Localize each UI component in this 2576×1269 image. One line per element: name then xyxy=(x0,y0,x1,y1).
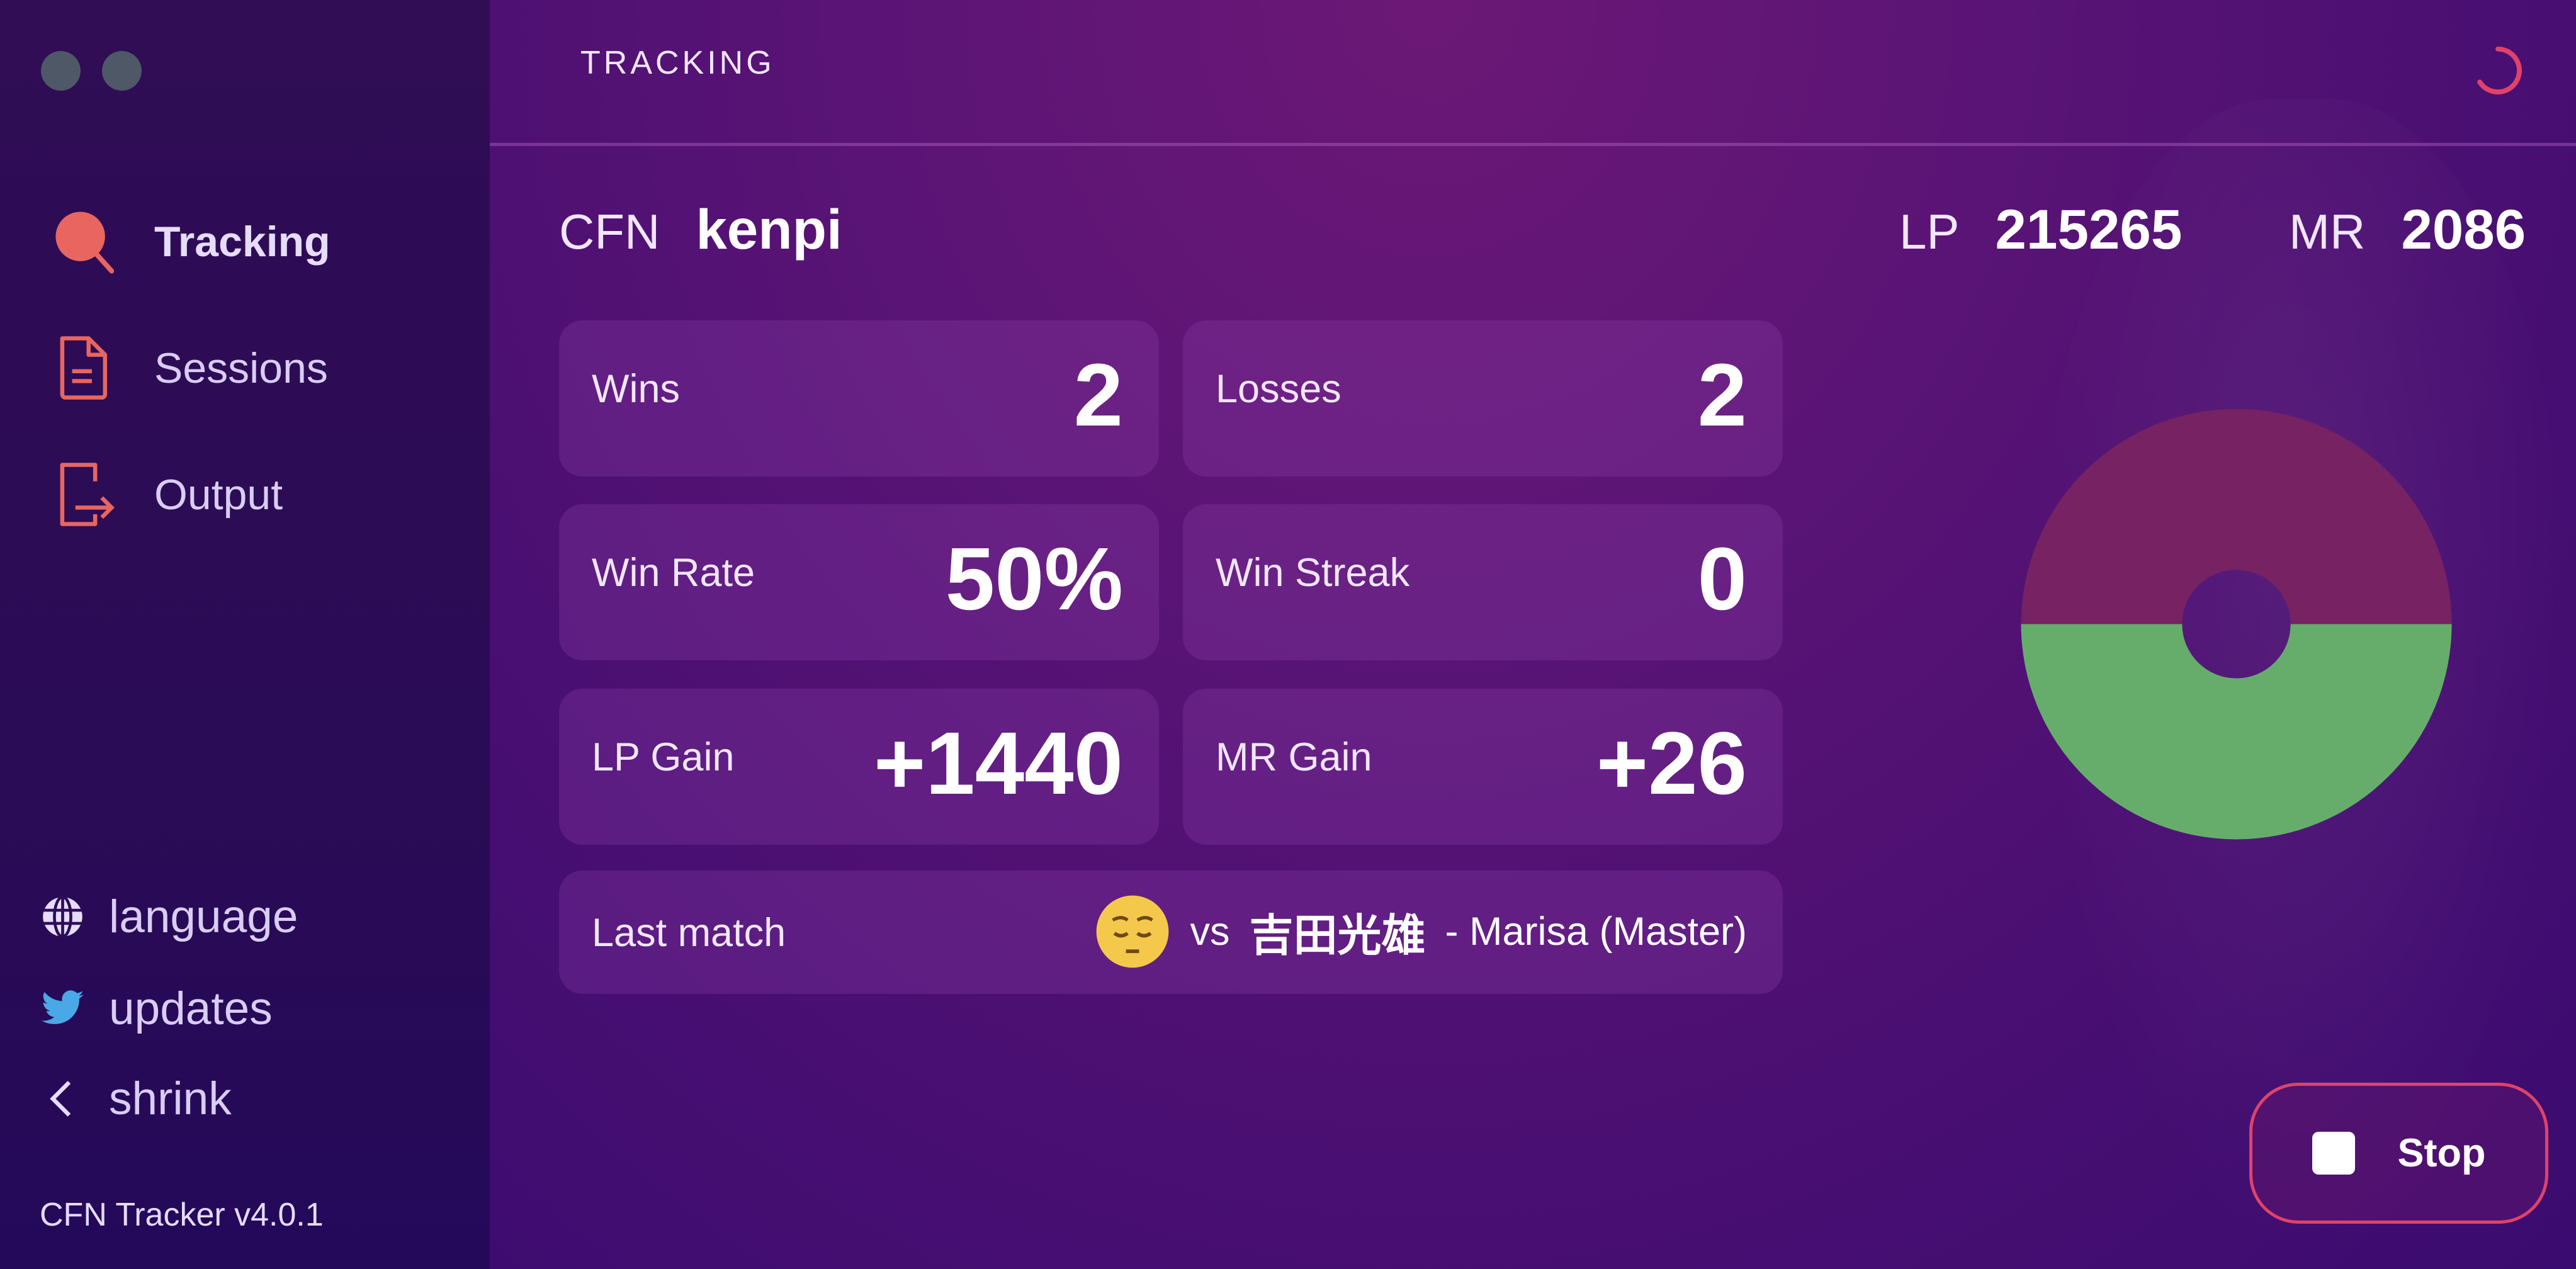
stat-card-win-rate: Win Rate 50% xyxy=(559,504,1159,660)
stat-label: Wins xyxy=(592,367,680,411)
donut-slice-wins xyxy=(2021,624,2452,840)
stop-icon xyxy=(2312,1132,2355,1175)
stat-card-mr-gain: MR Gain +26 xyxy=(1183,689,1783,845)
window-close-dot[interactable] xyxy=(41,51,81,91)
stat-label: Win Streak xyxy=(1216,551,1410,595)
cfn-name: kenpi xyxy=(696,198,842,261)
lp-label: LP xyxy=(1899,204,1960,259)
header-divider xyxy=(490,143,2576,146)
twitter-icon xyxy=(40,986,86,1032)
stat-value: 2 xyxy=(1697,345,1747,444)
opponent-detail: - Marisa (Master) xyxy=(1445,910,1747,954)
donut-slice-losses xyxy=(2021,409,2452,624)
stat-card-losses: Losses 2 xyxy=(1183,320,1783,477)
search-icon xyxy=(49,205,121,278)
last-match-label: Last match xyxy=(592,911,786,955)
stat-card-lp-gain: LP Gain +1440 xyxy=(559,689,1159,845)
sidebar-item-label: Sessions xyxy=(154,344,328,392)
cfn-label: CFN xyxy=(559,204,660,259)
cfn-display: CFN kenpi xyxy=(559,197,842,262)
shrink-button[interactable]: shrink xyxy=(40,1073,232,1125)
sidebar-item-output[interactable]: Output xyxy=(49,458,283,531)
sidebar-item-label: Output xyxy=(154,470,283,519)
document-icon xyxy=(49,332,121,404)
sidebar-item-label: Tracking xyxy=(154,217,330,266)
app-version: CFN Tracker v4.0.1 xyxy=(40,1197,324,1233)
language-link[interactable]: language xyxy=(40,891,298,943)
mr-label: MR xyxy=(2289,204,2366,259)
lp-display: LP 215265 xyxy=(1899,197,2182,262)
shrink-label: shrink xyxy=(109,1073,232,1124)
stat-value: +1440 xyxy=(873,713,1123,813)
stop-button[interactable]: Stop xyxy=(2249,1083,2548,1224)
updates-label: updates xyxy=(109,983,273,1034)
stat-value: +26 xyxy=(1596,713,1747,813)
stat-card-wins: Wins 2 xyxy=(559,320,1159,477)
mr-display: MR 2086 xyxy=(2289,197,2526,262)
page-title: TRACKING xyxy=(580,45,775,81)
sidebar-item-tracking[interactable]: Tracking xyxy=(49,205,330,278)
stat-label: Win Rate xyxy=(592,551,755,595)
stat-label: MR Gain xyxy=(1216,735,1372,779)
stat-value: 50% xyxy=(945,529,1123,628)
chevron-left-icon xyxy=(40,1076,86,1122)
loading-spinner-icon xyxy=(2477,46,2522,95)
stat-value: 2 xyxy=(1073,345,1123,444)
stop-label: Stop xyxy=(2397,1131,2486,1175)
main-panel: TRACKING CFN kenpi LP 215265 MR 2086 Win… xyxy=(490,0,2576,1269)
vs-label: vs xyxy=(1190,910,1230,954)
lp-value: 215265 xyxy=(1995,198,2183,261)
stat-card-win-streak: Win Streak 0 xyxy=(1183,504,1783,660)
sidebar: Tracking Sessions Output language update… xyxy=(0,0,490,1269)
mr-value: 2086 xyxy=(2401,198,2526,261)
opponent-name: 吉田光雄 xyxy=(1249,910,1426,960)
window-minimize-dot[interactable] xyxy=(102,51,142,91)
win-loss-donut-chart xyxy=(2021,409,2452,840)
updates-link[interactable]: updates xyxy=(40,983,273,1035)
sidebar-item-sessions[interactable]: Sessions xyxy=(49,332,328,404)
stat-label: LP Gain xyxy=(592,735,735,779)
globe-icon xyxy=(40,894,86,940)
stat-value: 0 xyxy=(1697,529,1747,628)
last-match-card: Last match vs 吉田光雄 - Marisa (Master) xyxy=(559,871,1783,994)
language-label: language xyxy=(109,891,298,942)
pensive-face-icon xyxy=(1097,895,1169,968)
stat-label: Losses xyxy=(1216,367,1342,411)
export-icon xyxy=(49,458,121,531)
